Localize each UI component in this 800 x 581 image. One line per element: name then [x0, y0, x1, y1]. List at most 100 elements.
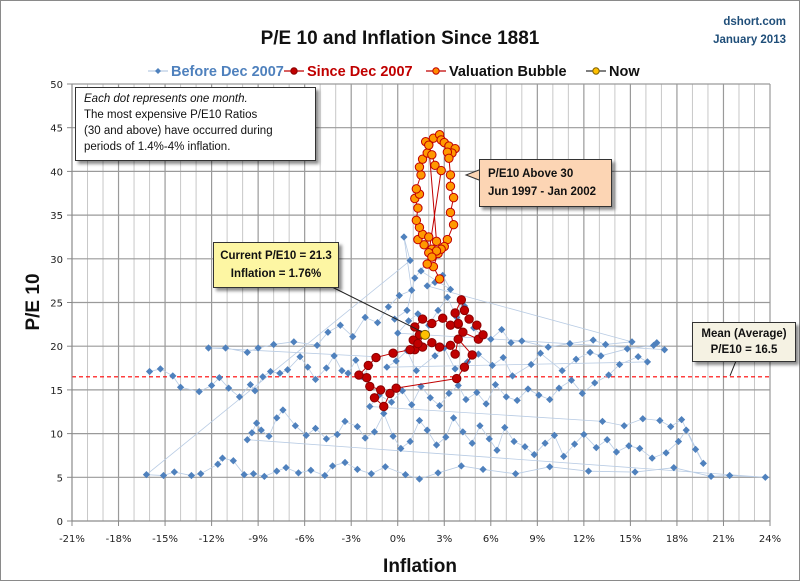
data-point — [499, 353, 507, 362]
data-point — [445, 181, 456, 191]
data-point — [187, 471, 196, 480]
y-tick-label: 40 — [50, 167, 63, 178]
data-point — [383, 363, 391, 371]
data-point — [660, 346, 669, 354]
data-point — [427, 252, 437, 262]
data-point — [434, 306, 442, 314]
y-axis-title: P/E 10 — [23, 273, 44, 330]
mean-ann-line-1: Mean (Average) — [701, 328, 787, 340]
legend-label: Now — [609, 64, 640, 80]
data-point — [464, 314, 474, 324]
note-line-4: periods of 1.4%-4% inflation. — [84, 141, 231, 153]
bubble-annotation: P/E10 Above 30 Jun 1997 - Jan 2002 — [479, 159, 612, 207]
data-point — [397, 444, 405, 453]
data-point — [560, 452, 568, 460]
data-point — [467, 350, 477, 360]
data-point — [260, 472, 268, 481]
data-point — [381, 463, 389, 471]
data-point — [448, 220, 459, 230]
y-tick-label: 25 — [50, 299, 63, 310]
y-tick-label: 50 — [50, 80, 63, 91]
data-point — [391, 383, 401, 393]
legend-label: Before Dec 2007 — [171, 64, 284, 80]
data-point — [282, 464, 290, 472]
data-point — [459, 428, 467, 436]
data-point — [240, 471, 248, 479]
y-tick-label: 45 — [50, 124, 63, 135]
y-tick-label: 30 — [50, 255, 63, 266]
data-point — [628, 338, 636, 346]
data-point — [369, 393, 380, 403]
data-point — [634, 353, 642, 361]
data-point — [445, 170, 456, 180]
data-point — [273, 414, 281, 422]
data-point — [392, 357, 400, 365]
data-point — [761, 473, 769, 481]
data-point — [443, 293, 451, 301]
data-point — [427, 318, 437, 329]
current-leader-line — [319, 280, 423, 333]
data-point — [276, 369, 284, 377]
data-point — [322, 435, 331, 443]
data-point — [403, 306, 411, 314]
data-point — [248, 429, 256, 437]
data-point — [273, 467, 281, 475]
series-now — [420, 329, 431, 340]
data-point — [266, 367, 275, 376]
data-point — [589, 336, 597, 344]
data-point — [558, 367, 566, 375]
data-point — [667, 422, 675, 431]
data-point — [423, 282, 431, 290]
data-point — [566, 339, 574, 348]
data-point — [311, 375, 320, 384]
data-point — [431, 236, 442, 247]
y-tick-label: 0 — [57, 517, 63, 528]
data-point — [612, 448, 621, 456]
data-point — [536, 349, 545, 357]
data-point — [313, 341, 321, 349]
data-point — [417, 314, 428, 324]
data-point — [384, 303, 393, 311]
data-point — [254, 344, 262, 352]
data-point — [546, 395, 554, 404]
data-point — [424, 232, 434, 242]
x-tick-label: 15% — [619, 534, 641, 545]
data-point — [408, 401, 416, 409]
x-tick-label: -12% — [199, 534, 225, 545]
data-point — [677, 415, 686, 424]
data-point — [365, 381, 375, 392]
data-point — [430, 160, 440, 170]
data-point — [457, 462, 465, 470]
data-point — [699, 459, 707, 467]
data-point — [290, 338, 298, 346]
data-point — [361, 313, 369, 321]
data-point — [479, 465, 487, 474]
data-point — [354, 370, 364, 380]
data-point — [631, 468, 639, 476]
data-point — [456, 295, 467, 305]
legend-marker — [432, 67, 440, 75]
data-point — [431, 352, 439, 360]
data-point — [427, 150, 437, 160]
data-point — [454, 381, 462, 390]
data-point — [413, 338, 423, 349]
data-point — [416, 170, 426, 180]
x-tick-label: 9% — [529, 534, 545, 545]
data-point — [603, 436, 611, 444]
x-tick-label: 3% — [436, 534, 452, 545]
data-point — [142, 471, 151, 479]
data-point — [473, 388, 481, 397]
data-point — [434, 469, 442, 477]
bubble-ann-line-1: P/E10 Above 30 — [488, 168, 574, 180]
series-before-dec-2007 — [142, 233, 769, 483]
data-point — [265, 432, 273, 440]
data-point — [387, 398, 396, 406]
data-point — [420, 329, 431, 340]
data-point — [636, 444, 644, 453]
data-point — [414, 162, 425, 172]
x-tick-label: 18% — [666, 534, 688, 545]
data-point — [462, 395, 470, 404]
data-point — [207, 381, 216, 390]
data-point — [448, 192, 459, 203]
data-point — [491, 381, 500, 389]
